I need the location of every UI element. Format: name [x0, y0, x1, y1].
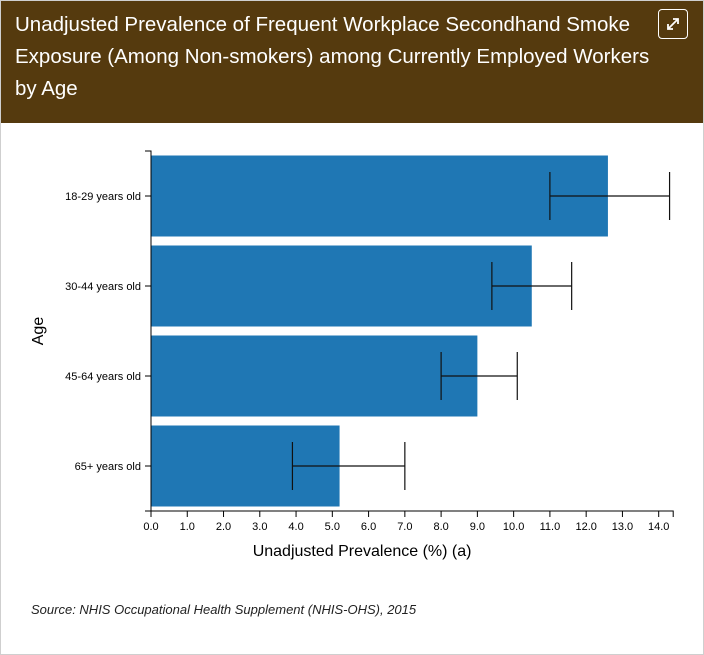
x-axis-label: Unadjusted Prevalence (%) (a): [253, 543, 472, 560]
x-axis: [150, 510, 674, 517]
chart-header: Unadjusted Prevalence of Frequent Workpl…: [1, 1, 703, 123]
x-tick-label: 12.0: [575, 521, 596, 533]
expand-arrows-icon: [667, 18, 679, 30]
x-tick-label: 10.0: [503, 521, 524, 533]
bar: [151, 155, 608, 237]
x-tick-label: 11.0: [540, 521, 561, 533]
x-tick-label: 1.0: [180, 521, 195, 533]
x-tick-label: 13.0: [612, 521, 633, 533]
x-tick-label: 6.0: [361, 521, 376, 533]
y-tick-label: 30-44 years old: [65, 281, 141, 293]
bar: [151, 245, 532, 327]
expand-button[interactable]: [658, 9, 688, 39]
x-tick-label: 2.0: [216, 521, 231, 533]
x-tick-label: 3.0: [252, 521, 267, 533]
x-tick-label: 5.0: [325, 521, 340, 533]
bar-chart: 18-29 years old 30-44 years old 45-64 year…: [30, 150, 674, 560]
y-tick-label: 18-29 years old: [65, 191, 141, 203]
bar: [151, 335, 478, 417]
source-note: Source: NHIS Occupational Health Supplem…: [31, 602, 417, 617]
x-tick-label: 8.0: [433, 521, 448, 533]
x-tick-label: 14.0: [648, 521, 669, 533]
x-tick-label: 0.0: [143, 521, 158, 533]
chart-title: Unadjusted Prevalence of Frequent Workpl…: [15, 13, 650, 100]
y-axis: [145, 150, 152, 512]
x-tick-label: 4.0: [288, 521, 303, 533]
x-tick-label: 7.0: [397, 521, 412, 533]
x-tick-label: 9.0: [470, 521, 485, 533]
y-tick-label: 65+ years old: [75, 461, 141, 473]
y-axis-label: Age: [30, 317, 47, 346]
y-tick-label: 45-64 years old: [65, 371, 141, 383]
